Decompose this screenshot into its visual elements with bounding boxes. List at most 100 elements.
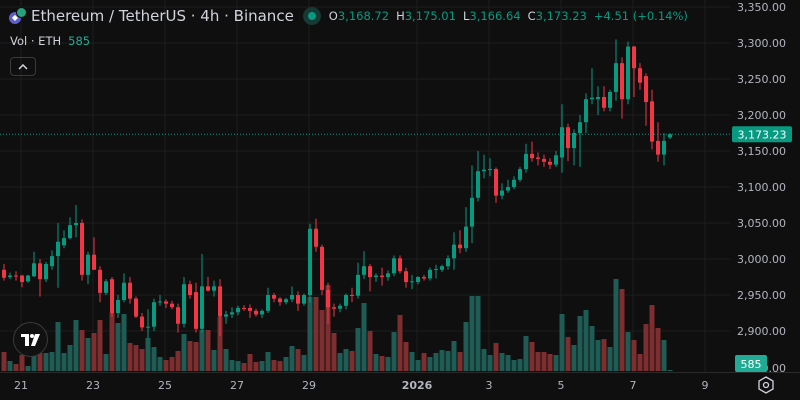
volume-bar xyxy=(25,366,31,371)
candle xyxy=(92,237,96,270)
price-axis[interactable]: 3,350.00 3,300.00 3,250.00 3,200.00 3,150.00… xyxy=(737,1,786,375)
candle-body xyxy=(632,46,636,69)
volume-bar xyxy=(463,322,469,371)
candle-body xyxy=(596,97,600,100)
candle-body xyxy=(404,271,408,283)
candle xyxy=(122,273,126,303)
candle-body xyxy=(398,258,402,272)
time-axis[interactable]: 21 23 25 27 29 2026 3 5 7 9 xyxy=(0,372,800,393)
volume-bar xyxy=(337,353,343,371)
volume-bar xyxy=(451,341,457,371)
candle-body xyxy=(92,254,96,270)
last-volume-label: 585 xyxy=(735,355,767,372)
candle xyxy=(656,122,660,162)
candle-body xyxy=(572,133,576,149)
candle xyxy=(182,277,186,328)
candle xyxy=(230,307,234,319)
volume-bar xyxy=(283,357,289,371)
candle-body xyxy=(344,295,348,306)
volume-bar xyxy=(565,337,571,371)
symbol-title[interactable]: Ethereum / TetherUS · 4h · Binance xyxy=(31,7,294,25)
candle xyxy=(596,86,600,115)
candle-body xyxy=(368,266,372,277)
candle-body xyxy=(422,277,426,279)
volume-bar xyxy=(85,338,91,371)
candle xyxy=(344,293,348,310)
volume-legend[interactable]: Vol · ETH 585 xyxy=(10,34,90,48)
volume-bar xyxy=(367,331,373,371)
volume-bar xyxy=(643,324,649,371)
candle-body xyxy=(560,127,564,158)
volume-bar xyxy=(235,361,241,371)
candle-body xyxy=(212,286,216,291)
open-label: O xyxy=(328,9,338,23)
volume-bar xyxy=(637,354,643,371)
volume-bar xyxy=(409,352,415,371)
volume-bar xyxy=(445,351,451,371)
market-open-dot-icon xyxy=(302,7,321,25)
tradingview-logo[interactable] xyxy=(13,322,48,357)
candle-body xyxy=(104,281,108,293)
volume-bar xyxy=(517,359,523,371)
change-value: +4.51 (+0.14%) xyxy=(593,9,688,23)
candle xyxy=(290,286,294,303)
candle xyxy=(38,259,42,297)
volume-bar xyxy=(13,364,19,371)
candle-body xyxy=(248,307,252,311)
candle-body xyxy=(110,279,114,313)
candle-body xyxy=(338,305,342,309)
volume-bar xyxy=(505,355,511,371)
candle xyxy=(362,251,366,280)
volume-bar xyxy=(487,355,493,371)
volume-bar xyxy=(343,349,349,371)
candle xyxy=(590,68,594,105)
volume-bar xyxy=(649,305,655,371)
time-tick-label: 5 xyxy=(558,379,565,392)
candle xyxy=(410,274,414,290)
candle-body xyxy=(74,223,78,226)
volume-bar xyxy=(271,360,277,371)
candle-body xyxy=(488,169,492,170)
price-tick-label: 3,000.00 xyxy=(737,253,786,266)
candle-body xyxy=(356,274,360,296)
candle xyxy=(602,86,606,112)
time-tick-label: 21 xyxy=(14,379,28,392)
volume-bar xyxy=(19,355,25,371)
candle xyxy=(560,104,564,173)
time-tick-label: 3 xyxy=(486,379,493,392)
volume-bar xyxy=(619,289,625,371)
last-price-value: 3,173.23 xyxy=(738,128,787,141)
candle xyxy=(206,277,210,292)
price-tick-label: 2,950.00 xyxy=(737,289,786,302)
candlesticks xyxy=(2,39,672,339)
candle-body xyxy=(494,169,498,196)
collapse-legend-button[interactable] xyxy=(10,57,36,76)
candle-body xyxy=(284,299,288,303)
volume-bars xyxy=(1,279,673,371)
volume-zero-label: 0.00 xyxy=(762,362,787,375)
candle-body xyxy=(62,238,66,246)
volume-bar xyxy=(499,353,505,371)
volume-bar xyxy=(535,352,541,371)
volume-bar xyxy=(157,357,163,371)
candle-body xyxy=(98,269,102,293)
candle xyxy=(608,89,612,112)
candle xyxy=(326,282,330,324)
volume-bar xyxy=(67,345,73,371)
candle-body xyxy=(536,157,540,159)
candle xyxy=(308,223,312,303)
volume-bar xyxy=(91,333,97,371)
chart-settings-button[interactable] xyxy=(757,376,775,394)
volume-bar xyxy=(49,352,55,371)
volume-bar xyxy=(607,347,613,371)
candle-body xyxy=(44,264,48,280)
price-tick-label: 2,900.00 xyxy=(737,325,786,338)
candle xyxy=(200,253,204,333)
candle xyxy=(140,313,144,331)
candle-body xyxy=(614,63,618,92)
price-tick-label: 3,350.00 xyxy=(737,1,786,14)
candle xyxy=(284,297,288,305)
candle-body xyxy=(326,289,330,308)
candle-body xyxy=(332,307,336,309)
